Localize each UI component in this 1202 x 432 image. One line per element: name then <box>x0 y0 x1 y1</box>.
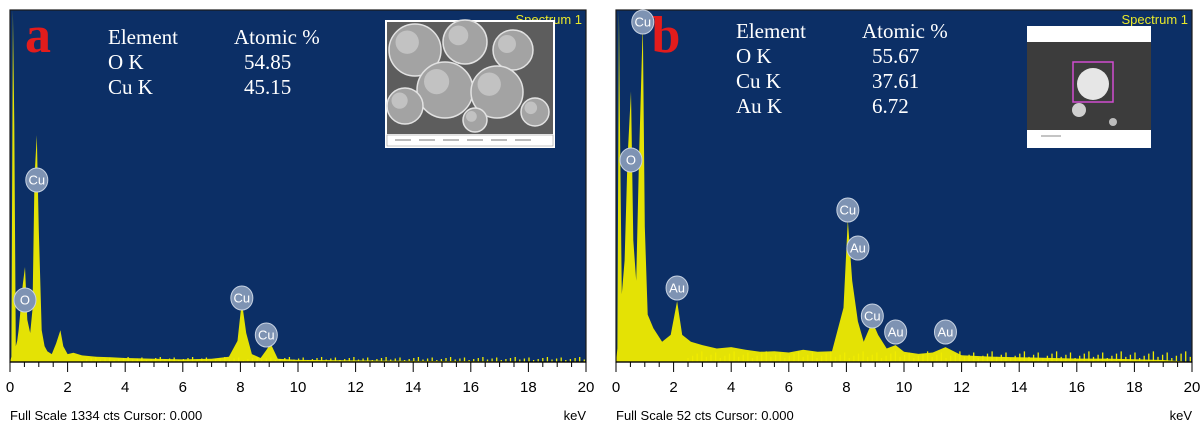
svg-text:O: O <box>626 153 636 168</box>
peak-label-cu: Cu <box>254 322 278 348</box>
spectrum-chart-b: 0 2 4 6 8 10 12 14 16 18 20 Full Scale 52 cts Curso… <box>612 7 1201 423</box>
peak-label-au: Au <box>933 319 957 345</box>
svg-text:Cu: Cu <box>864 309 881 324</box>
peak-label-au: Au <box>665 275 689 301</box>
table-atomic-value: 45.15 <box>244 75 291 99</box>
footer-status: Full Scale 52 cts Cursor: 0.000 <box>616 408 794 423</box>
eds-panel-a: 0 2 4 6 8 10 12 14 16 18 20 Full Scale 1334 cts Cur… <box>0 0 596 432</box>
x-tick-label: 16 <box>462 379 479 396</box>
svg-text:Au: Au <box>850 241 866 256</box>
table-element-name: Cu K <box>108 75 153 99</box>
table-element-name: Cu K <box>736 69 781 93</box>
x-tick-label: 18 <box>1126 379 1143 396</box>
svg-text:Cu: Cu <box>634 15 651 30</box>
x-tick-label: 14 <box>405 379 422 396</box>
x-tick-label: 14 <box>1011 379 1028 396</box>
x-tick-label: 10 <box>290 379 307 396</box>
peak-label-cu: Cu <box>836 197 860 223</box>
x-tick-label: 0 <box>612 379 620 396</box>
x-tick-label: 4 <box>727 379 735 396</box>
svg-text:Cu: Cu <box>28 173 45 188</box>
svg-text:Au: Au <box>938 325 954 340</box>
spectrum-title: Spectrum 1 <box>1122 12 1188 27</box>
table-atomic-value: 55.67 <box>872 44 919 68</box>
table-header-atomic: Atomic % <box>862 19 948 43</box>
table-atomic-value: 37.61 <box>872 69 919 93</box>
peak-label-cu: Cu <box>631 9 655 35</box>
x-tick-label: 16 <box>1068 379 1085 396</box>
x-tick-label: 4 <box>121 379 129 396</box>
svg-text:Cu: Cu <box>258 328 275 343</box>
spectrum-noise <box>687 351 1191 362</box>
table-element-name: Au K <box>736 94 782 118</box>
table-header-element: Element <box>736 19 806 43</box>
table-header-atomic: Atomic % <box>234 25 320 49</box>
panel-letter: a <box>25 7 51 64</box>
spectrum-noise <box>81 357 585 362</box>
table-header-element: Element <box>108 25 178 49</box>
peak-label-o: O <box>13 287 37 313</box>
table-atomic-value: 6.72 <box>872 94 909 118</box>
peak-label-cu: Cu <box>25 167 49 193</box>
x-tick-label: 18 <box>520 379 537 396</box>
table-atomic-value: 54.85 <box>244 50 291 74</box>
svg-text:Cu: Cu <box>234 291 251 306</box>
x-tick-label: 6 <box>785 379 793 396</box>
x-tick-label: 20 <box>578 379 595 396</box>
svg-text:Cu: Cu <box>840 203 857 218</box>
peak-label-cu: Cu <box>230 285 254 311</box>
svg-text:Au: Au <box>669 281 685 296</box>
svg-text:O: O <box>20 293 30 308</box>
spectrum-chart-a: 0 2 4 6 8 10 12 14 16 18 20 Full Scale 1334 cts Cur… <box>6 7 595 423</box>
footer-status: Full Scale 1334 cts Cursor: 0.000 <box>10 408 202 423</box>
x-tick-label: 8 <box>236 379 244 396</box>
spectrum-series-b <box>616 10 1192 362</box>
x-tick-label: 20 <box>1184 379 1201 396</box>
x-tick-label: 10 <box>896 379 913 396</box>
sem-inset-image <box>385 19 555 148</box>
eds-panel-b: 0 2 4 6 8 10 12 14 16 18 20 Full Scale 52 cts Curso… <box>606 0 1202 432</box>
x-tick-label: 2 <box>63 379 71 396</box>
panel-letter: b <box>652 7 681 64</box>
peak-label-au: Au <box>884 319 908 345</box>
x-tick-label: 0 <box>6 379 14 396</box>
table-element-name: O K <box>108 50 144 74</box>
x-tick-label: 2 <box>669 379 677 396</box>
x-tick-label: 8 <box>842 379 850 396</box>
svg-text:Au: Au <box>888 325 904 340</box>
x-tick-label: 12 <box>953 379 970 396</box>
peak-label-cu: Cu <box>860 303 884 329</box>
sem-inset-image <box>1027 26 1151 148</box>
peak-label-o: O <box>619 147 643 173</box>
peak-label-au: Au <box>846 235 870 261</box>
x-axis-unit: keV <box>1170 408 1193 423</box>
table-element-name: O K <box>736 44 772 68</box>
x-axis-unit: keV <box>564 408 587 423</box>
x-tick-label: 12 <box>347 379 364 396</box>
x-tick-label: 6 <box>179 379 187 396</box>
